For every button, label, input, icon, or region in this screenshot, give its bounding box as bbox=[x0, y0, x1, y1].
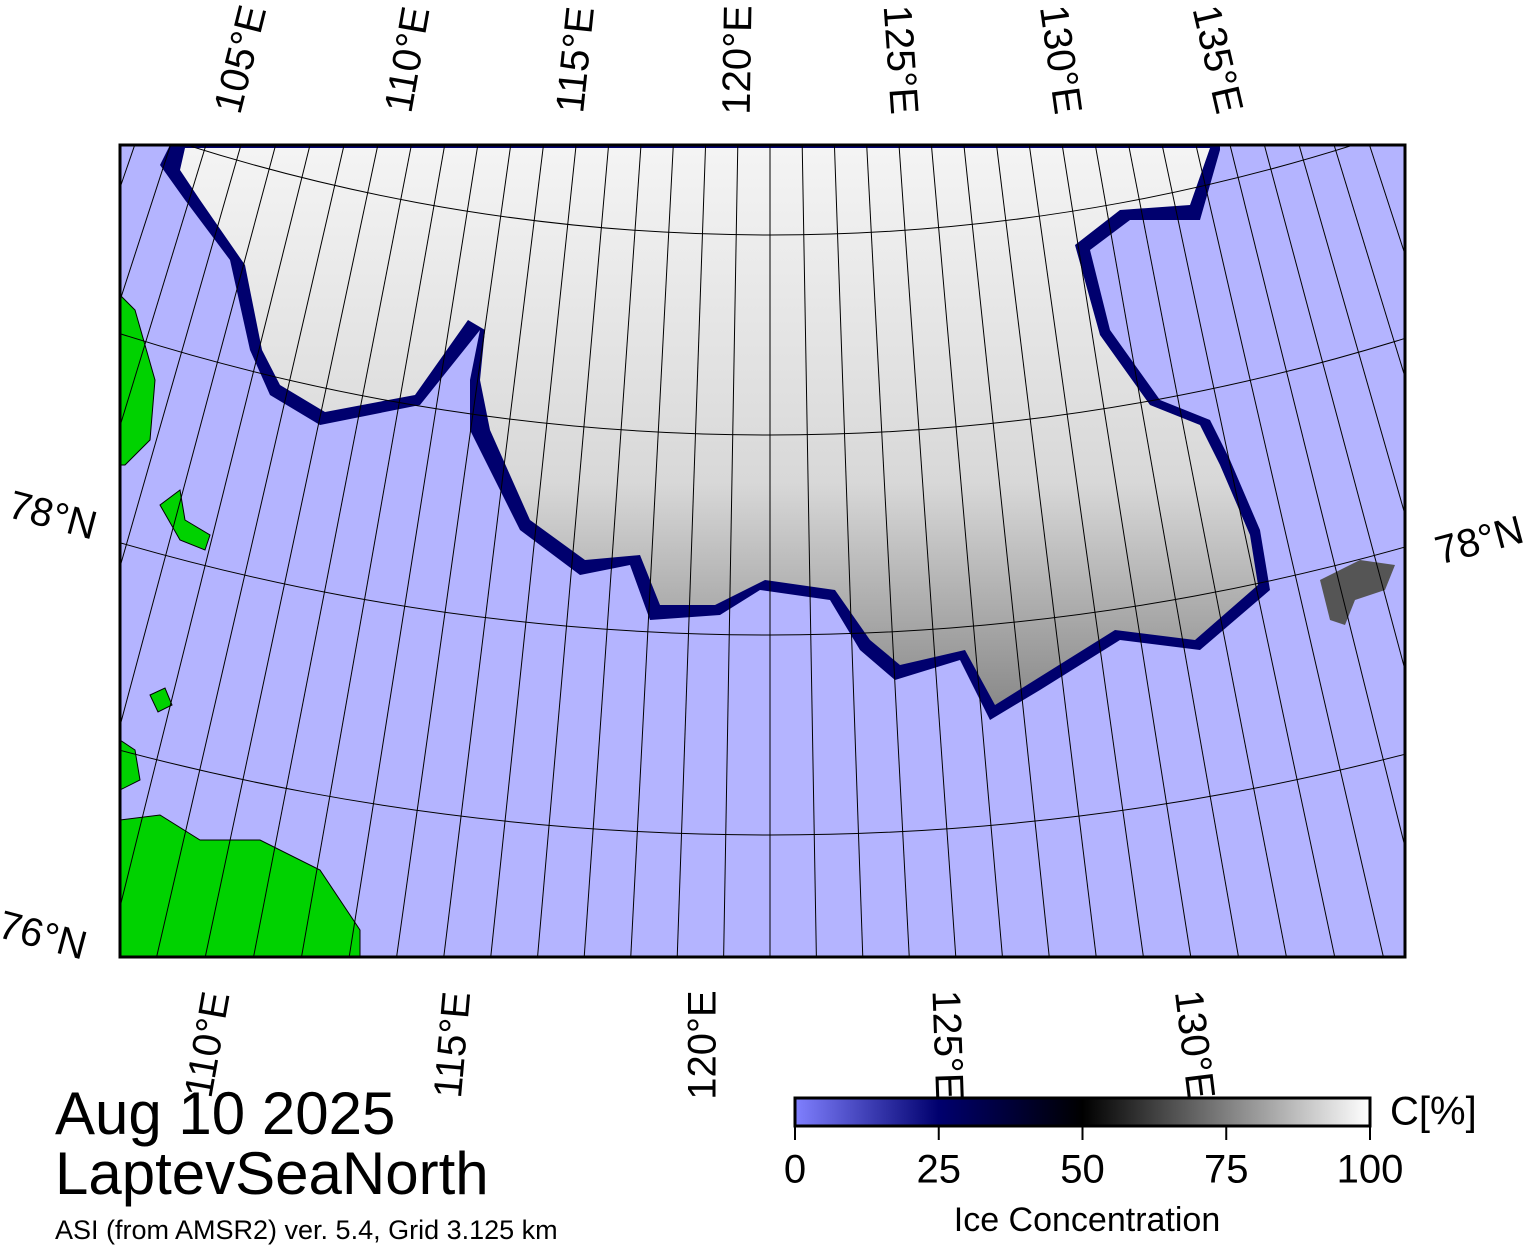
meridian bbox=[1094, 145, 1240, 957]
region: LaptevSeaNorth bbox=[55, 1140, 489, 1207]
meridian bbox=[930, 145, 1003, 957]
coordinate-label: 125°E bbox=[875, 4, 927, 116]
meridian bbox=[583, 145, 642, 957]
sea-ice bbox=[180, 148, 1258, 705]
date: Aug 10 2025 bbox=[55, 1080, 395, 1147]
land bbox=[149, 687, 173, 713]
meridian bbox=[630, 145, 674, 957]
meridian bbox=[490, 145, 577, 957]
graticule bbox=[120, 145, 1405, 957]
meridian bbox=[300, 145, 446, 957]
meridian bbox=[1229, 145, 1405, 849]
colorbar-tick-label: 75 bbox=[1204, 1148, 1249, 1192]
colorbar-label: Ice Concentration bbox=[954, 1201, 1221, 1239]
coordinate-label: 130°E bbox=[1166, 988, 1223, 1102]
meridian bbox=[866, 145, 910, 957]
coordinate-label: 78°N bbox=[1431, 508, 1528, 574]
coordinate-label: 105°E bbox=[206, 1, 275, 118]
map-frame bbox=[118, 143, 1407, 959]
meridian bbox=[537, 145, 610, 957]
meridian bbox=[204, 145, 379, 957]
meridian bbox=[120, 145, 242, 569]
coordinate-label: 115°E bbox=[426, 990, 479, 1100]
source: ASI (from AMSR2) ver. 5.4, Grid 3.125 km bbox=[55, 1215, 558, 1245]
meridian bbox=[1061, 145, 1192, 957]
meridian bbox=[120, 145, 277, 728]
map-area bbox=[120, 145, 1405, 957]
meridian bbox=[1028, 145, 1144, 957]
sea-ice bbox=[1320, 560, 1395, 625]
meridian bbox=[963, 145, 1050, 957]
meridian bbox=[1195, 145, 1384, 957]
coordinate-label: 130°E bbox=[1031, 2, 1090, 116]
meridian bbox=[120, 145, 311, 910]
coordinate-label: 76°N bbox=[0, 903, 91, 969]
colorbar-tick-label: 100 bbox=[1337, 1148, 1404, 1192]
meridian bbox=[396, 145, 512, 957]
coordinate-label: 110°E bbox=[377, 3, 439, 115]
meridian bbox=[996, 145, 1097, 957]
colorbar-tick-label: 50 bbox=[1060, 1148, 1105, 1192]
meridian bbox=[833, 145, 864, 957]
colorbar-unit: C[%] bbox=[1390, 1090, 1477, 1134]
coordinate-label: 125°E bbox=[924, 989, 972, 1100]
land bbox=[120, 814, 361, 957]
meridian bbox=[1161, 145, 1336, 957]
coordinate-label: 120°E bbox=[715, 5, 761, 115]
meridian bbox=[253, 145, 412, 957]
meridian bbox=[1128, 145, 1287, 957]
meridian bbox=[443, 145, 544, 957]
meridian bbox=[156, 145, 345, 957]
colorbar-ticks: 0 25 50 75 100 bbox=[784, 1126, 1404, 1192]
meridian bbox=[801, 145, 817, 957]
coordinate-label: 78°N bbox=[4, 483, 102, 549]
coordinate-label: 135°E bbox=[1184, 1, 1251, 118]
meridian bbox=[348, 145, 479, 957]
colorbar bbox=[793, 1096, 1372, 1128]
land bbox=[120, 739, 141, 791]
meridian bbox=[676, 145, 707, 957]
meridian bbox=[723, 145, 739, 957]
meridian bbox=[898, 145, 957, 957]
meridian bbox=[1298, 145, 1405, 517]
colorbar-tick-label: 25 bbox=[917, 1148, 962, 1192]
coordinate-label: 115°E bbox=[548, 5, 603, 115]
coordinate-label: 120°E bbox=[681, 990, 725, 1099]
meridian bbox=[1263, 145, 1405, 672]
colorbar-tick-label: 0 bbox=[784, 1148, 806, 1192]
land bbox=[159, 489, 211, 551]
land bbox=[120, 294, 156, 466]
